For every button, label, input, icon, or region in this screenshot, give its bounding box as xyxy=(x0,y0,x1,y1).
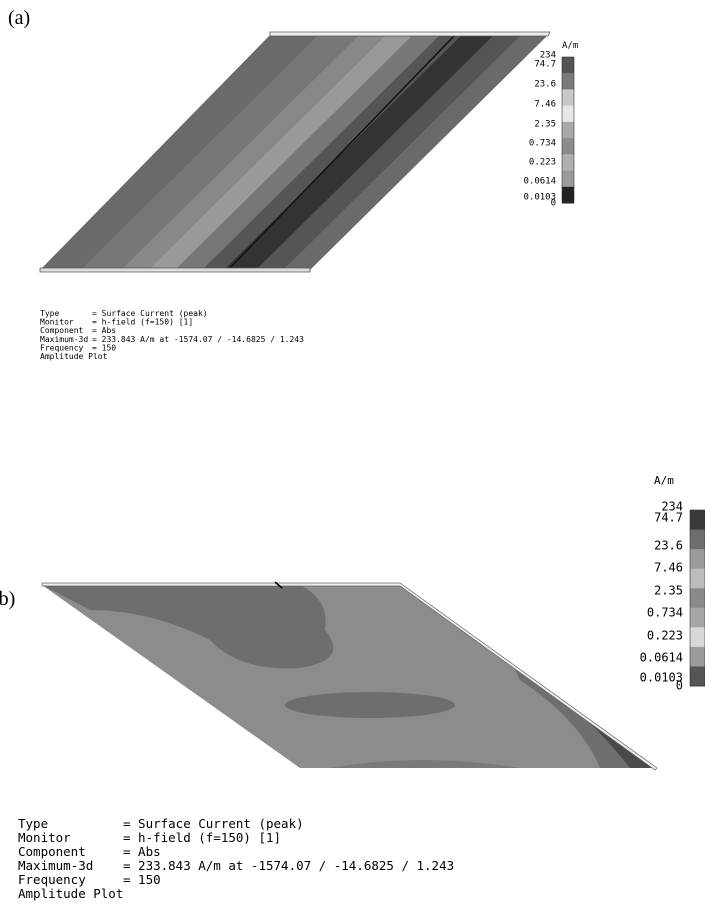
colorbar-band xyxy=(690,666,705,687)
panel-label: (b) xyxy=(0,588,15,610)
info-footer: Amplitude Plot xyxy=(18,886,123,901)
colorbar-label: 0.223 xyxy=(529,158,556,168)
colorbar-band xyxy=(562,89,574,107)
info-footer: Amplitude Plot xyxy=(40,352,108,361)
info-key: Component xyxy=(40,326,84,335)
colorbar-label: 7.46 xyxy=(654,561,683,575)
shading-band xyxy=(175,35,440,270)
colorbar-label: 0 xyxy=(676,679,683,693)
colorbar-unit: A/m xyxy=(562,41,578,51)
colorbar-band xyxy=(562,154,574,172)
colorbar-band xyxy=(562,121,574,139)
info-key: Type xyxy=(18,816,48,831)
colorbar-band xyxy=(562,57,574,74)
info-key: Frequency xyxy=(18,872,86,887)
info-value: = 233.843 A/m at -1574.07 / -14.6825 / 1… xyxy=(92,335,304,344)
colorbar-label: 0 xyxy=(551,199,556,209)
info-key: Component xyxy=(18,844,86,859)
info-value: = h-field (f=150) [1] xyxy=(92,318,193,327)
colorbar-band xyxy=(690,529,705,550)
colorbar-label: 2.35 xyxy=(534,120,556,130)
colorbar-frame xyxy=(689,509,705,687)
info-value: = 150 xyxy=(92,343,116,352)
plate-edge xyxy=(39,267,311,273)
colorbar-band xyxy=(562,186,574,204)
colorbar-band xyxy=(562,170,574,188)
colorbar-label: 0.223 xyxy=(647,629,683,643)
shading-band xyxy=(80,35,359,270)
colorbar-band xyxy=(562,138,574,155)
colorbar-band xyxy=(690,588,705,609)
shading-band xyxy=(202,35,462,270)
plate-marker xyxy=(274,581,283,589)
info-value: = h-field (f=150) [1] xyxy=(123,830,281,845)
colorbar-label: 7.46 xyxy=(534,100,556,110)
info-value: = Abs xyxy=(123,844,161,859)
panel-label: (a) xyxy=(8,7,30,29)
colorbar-label: 0.0103 xyxy=(640,671,683,685)
colorbar-label: 0.0103 xyxy=(523,193,556,203)
shading-band xyxy=(121,35,386,270)
colorbar-label: 234 xyxy=(540,51,556,61)
colorbar-band xyxy=(690,607,705,628)
info-key: Maximum-3d xyxy=(40,335,88,344)
colorbar-band xyxy=(690,510,705,531)
colorbar-band xyxy=(562,105,574,123)
colorbar-band xyxy=(690,549,705,570)
colorbar-label: 0.0614 xyxy=(640,651,683,665)
colorbar-label: 0.734 xyxy=(647,606,683,620)
colorbar-label: 2.35 xyxy=(654,584,683,598)
colorbar-label: 23.6 xyxy=(654,539,683,553)
plate-a xyxy=(40,35,548,270)
info-value: = Surface Current (peak) xyxy=(92,309,208,318)
info-key: Type xyxy=(40,309,59,318)
colorbar-label: 74.7 xyxy=(534,60,556,70)
colorbar-unit: A/m xyxy=(654,474,674,487)
plate-edge xyxy=(41,582,658,771)
colorbar-label: 0.734 xyxy=(529,139,556,149)
shading-band xyxy=(148,35,413,270)
colorbar-band xyxy=(562,73,574,90)
colorbar-band xyxy=(690,627,705,648)
info-key: Monitor xyxy=(40,318,74,327)
colorbar-label: 23.6 xyxy=(534,80,556,90)
info-value: = Abs xyxy=(92,326,116,335)
info-value: = Surface Current (peak) xyxy=(123,816,304,831)
colorbar-band xyxy=(690,646,705,667)
info-key: Monitor xyxy=(18,830,71,845)
info-value: = 233.843 A/m at -1574.07 / -14.6825 / 1… xyxy=(123,858,454,873)
plate-edge xyxy=(269,31,551,37)
colorbar-label: 234 xyxy=(661,500,683,514)
info-value: = 150 xyxy=(123,872,161,887)
info-key: Maximum-3d xyxy=(18,858,93,873)
colorbar-label: 74.7 xyxy=(654,511,683,525)
plate-b xyxy=(42,585,655,768)
colorbar-band xyxy=(690,568,705,589)
info-key: Frequency xyxy=(40,343,84,352)
shading-band xyxy=(223,35,494,270)
colorbar-frame xyxy=(561,56,575,204)
colorbar-label: 0.0614 xyxy=(523,177,556,187)
shading-band xyxy=(256,35,521,270)
